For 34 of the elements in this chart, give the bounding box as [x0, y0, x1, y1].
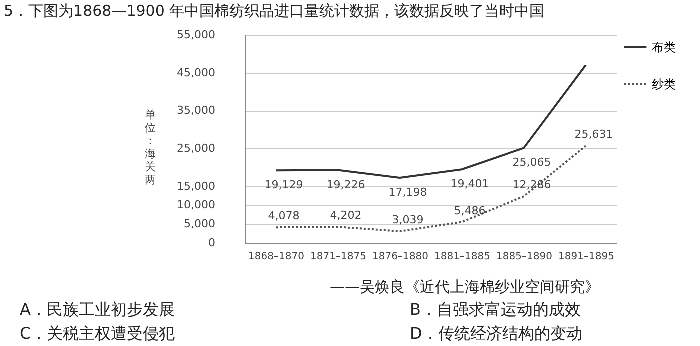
y-tick-label: 55,000	[177, 28, 216, 42]
data-label: 19,401	[450, 178, 490, 191]
x-tick-label: 1881–1885	[434, 252, 490, 262]
y-tick-label: 5,000	[184, 218, 216, 231]
y-tick-label: 10,000	[177, 198, 216, 212]
x-tick-label: 1871–1875	[310, 252, 366, 262]
data-label: 25,065	[512, 156, 552, 170]
data-label: 4,078	[268, 210, 300, 223]
text: ——吴焕良《近代上海棉纱业空间研究》	[330, 278, 600, 297]
legend-label: 纱类	[652, 78, 676, 92]
y-tick-label: 0	[208, 236, 216, 250]
x-tick-label: 1868–1870	[248, 252, 304, 262]
chart-title: 5．下图为1868—1900 年中国棉纺织品进口量统计数据，该数据反映了当时中国	[4, 2, 545, 21]
data-label: 25,631	[574, 128, 614, 142]
data-label: 19,129	[264, 178, 304, 192]
x-tick-label: 1876–1880	[372, 252, 428, 262]
data-label: 19,226	[326, 178, 366, 192]
data-label: 4,202	[330, 209, 362, 222]
y-tick-label: 45,000	[177, 66, 216, 80]
data-label: 5,486	[454, 204, 486, 218]
y-axis-title: 单位：海关两	[145, 108, 156, 186]
data-label: 3,039	[392, 214, 424, 227]
y-tick-label: 15,000	[177, 180, 216, 193]
text: A．民族工业初步发展	[20, 300, 175, 321]
y-tick-label: 35,000	[177, 104, 216, 118]
x-tick-label: 1891–1895	[558, 252, 614, 262]
y-tick-label: 25,000	[177, 142, 216, 155]
text: C．关税主权遭受侵犯	[20, 324, 176, 345]
data-label: 17,198	[388, 186, 428, 199]
x-tick-label: 1885–1890	[496, 252, 552, 262]
text: B．自强求富运动的成效	[410, 300, 581, 321]
text: D．传统经济结构的变动	[410, 324, 582, 345]
legend-label: 布类	[652, 40, 676, 54]
data-label: 12,286	[512, 178, 552, 192]
